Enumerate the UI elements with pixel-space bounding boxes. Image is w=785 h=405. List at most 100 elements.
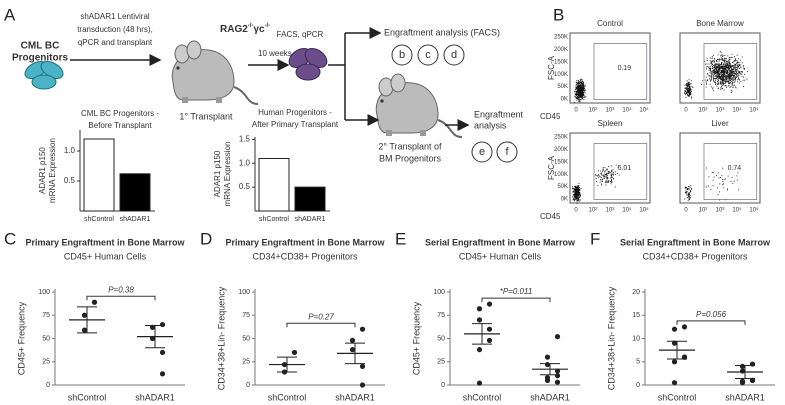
facs-event	[611, 171, 613, 173]
facs-event	[686, 188, 688, 190]
facs-event	[576, 195, 578, 197]
facs-event	[713, 61, 715, 62]
facs-event	[686, 187, 687, 189]
y-tick-label: 25	[242, 359, 250, 366]
facs-event	[604, 170, 606, 172]
facs-event	[582, 96, 584, 98]
facs-event	[716, 72, 718, 74]
y-axis-label: CD34+38+Lin- Frequency	[216, 286, 226, 390]
facs-event	[576, 97, 578, 99]
facs-event	[727, 75, 729, 77]
facs-event	[581, 93, 583, 95]
facs-event	[721, 71, 723, 73]
facs-event	[614, 171, 616, 173]
facs-event	[708, 75, 710, 77]
facs-event	[717, 54, 719, 56]
facs-event	[716, 70, 718, 72]
facs-event	[580, 81, 582, 83]
facs-event	[596, 175, 598, 177]
facs-event	[598, 173, 600, 175]
facs-event	[581, 91, 583, 93]
facs-event	[742, 65, 744, 67]
y-axis-label: CD45+ Frequency	[411, 301, 421, 375]
facs-event	[726, 65, 728, 67]
facs-event	[705, 186, 707, 188]
facs-event	[729, 82, 731, 84]
facs-event	[715, 77, 717, 79]
facs-event	[723, 74, 725, 76]
facs-event	[606, 178, 608, 180]
y-tick-label: 20	[632, 289, 640, 296]
facs-event	[687, 188, 689, 190]
facs-event	[684, 91, 686, 93]
facs-event	[713, 58, 715, 59]
facs-event	[741, 73, 743, 75]
facs-event	[606, 169, 607, 171]
facs-event	[733, 60, 735, 62]
facs-event	[738, 68, 740, 69]
facs-event	[578, 200, 580, 202]
facs-event	[723, 77, 724, 79]
facs-gate-value: 68	[731, 65, 739, 72]
facs-event	[575, 87, 577, 89]
facs-event	[705, 82, 707, 84]
facs-event	[712, 64, 713, 66]
facs-event	[581, 95, 583, 97]
facs-event	[577, 192, 579, 194]
facs-event	[741, 70, 743, 72]
facs-event	[612, 177, 614, 179]
facs-event	[705, 68, 707, 70]
facs-event	[724, 75, 726, 77]
facs-event	[735, 87, 737, 89]
facs-event	[611, 180, 613, 182]
facs-event	[608, 172, 610, 174]
facs-event	[581, 88, 583, 90]
facs-event	[706, 167, 708, 169]
data-point	[476, 380, 483, 386]
facs-event	[737, 66, 739, 68]
facs-event	[578, 83, 579, 85]
facs-event	[723, 76, 725, 78]
facs-event	[686, 93, 688, 95]
facs-event	[684, 85, 686, 87]
facs-event	[685, 186, 686, 188]
facs-event	[714, 79, 716, 81]
facs-event	[715, 67, 717, 69]
chart-title: Serial Engraftment in Bone Marrow	[620, 237, 771, 247]
facs-y-tick-label: 50K	[557, 84, 568, 90]
facs-event	[737, 77, 739, 79]
facs-event	[579, 92, 581, 94]
facs-event	[607, 171, 609, 173]
facs-event	[741, 71, 743, 73]
facs-event	[719, 74, 721, 76]
facs-event	[723, 59, 725, 61]
facs-event	[577, 186, 579, 188]
facs-event	[732, 73, 734, 75]
facs-event	[579, 85, 581, 86]
facs-event	[575, 193, 577, 194]
facs-event	[690, 91, 692, 93]
facs-event	[577, 83, 579, 85]
facs-event	[738, 58, 739, 60]
facs-event	[718, 75, 720, 77]
facs-event	[572, 191, 574, 193]
facs-event	[606, 177, 608, 179]
facs-event	[733, 62, 735, 64]
facs-event	[715, 83, 717, 85]
facs-event	[731, 177, 733, 179]
facs-x-tick-label: 10³	[606, 208, 615, 214]
facs-event	[706, 83, 708, 85]
facs-y-tick-label: 200K	[554, 147, 568, 153]
facs-event	[715, 66, 717, 68]
facs-event	[576, 193, 578, 195]
facs-event	[578, 85, 580, 87]
facs-event	[708, 176, 710, 178]
facs-x-tick-label: 10²	[699, 108, 708, 114]
facs-event	[725, 58, 727, 60]
facs-event	[686, 191, 688, 193]
facs-event	[581, 82, 583, 84]
facs-plot	[569, 32, 651, 104]
facs-event	[575, 197, 577, 199]
facs-event	[600, 179, 602, 181]
y-axis-label: mRNA Expression	[223, 142, 232, 207]
